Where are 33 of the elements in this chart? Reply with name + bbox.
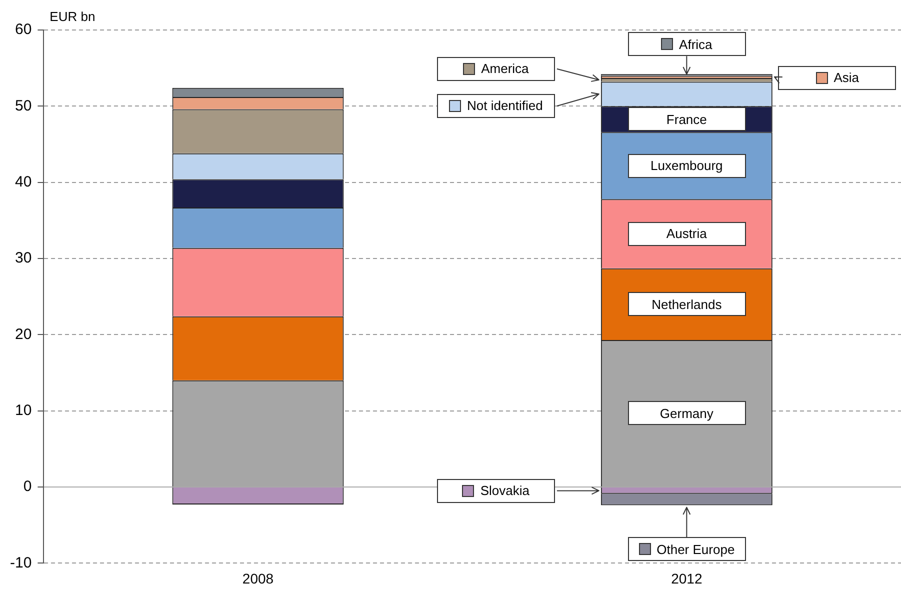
y-tick-label: 50: [14, 97, 32, 114]
callout-label: Slovakia: [436, 478, 555, 503]
series-label: France: [666, 112, 707, 127]
callout-label: Netherlands: [628, 292, 746, 316]
y-tick-label: 0: [23, 478, 32, 496]
legend-label: America: [481, 61, 529, 76]
callout-label: Not identified: [436, 94, 555, 118]
y-tick-label: 30: [14, 250, 32, 267]
callout-label: Other Europe: [628, 537, 746, 562]
series-label: Netherlands: [652, 296, 722, 312]
series-label: Germany: [660, 406, 714, 421]
callout-label: Africa: [628, 32, 746, 56]
callout-label: Austria: [628, 222, 746, 246]
y-tick-label: 60: [14, 21, 32, 38]
y-tick-label: 40: [14, 173, 32, 190]
x-tick-label: 2012: [671, 570, 702, 586]
series-label: Luxembourg: [650, 158, 723, 174]
legend-label: Not identified: [466, 98, 543, 114]
y-tick-label: 20: [14, 326, 32, 343]
callout-label: Luxembourg: [628, 154, 746, 178]
legend-label: Asia: [834, 70, 860, 86]
legend-label: Other Europe: [656, 542, 735, 557]
callout-label: America: [436, 56, 555, 81]
callout-label: Asia: [778, 66, 896, 90]
series-label: Austria: [666, 226, 707, 242]
legend-label: Slovakia: [480, 483, 530, 498]
x-tick-label: 2008: [242, 570, 274, 586]
y-tick-label: 10: [14, 402, 32, 419]
y-tick-label: -10: [10, 554, 32, 572]
callout-label: Germany: [628, 401, 746, 426]
legend-label: Africa: [679, 36, 712, 52]
callout-label: France: [628, 107, 746, 132]
y-axis-title: EUR bn: [50, 9, 96, 24]
